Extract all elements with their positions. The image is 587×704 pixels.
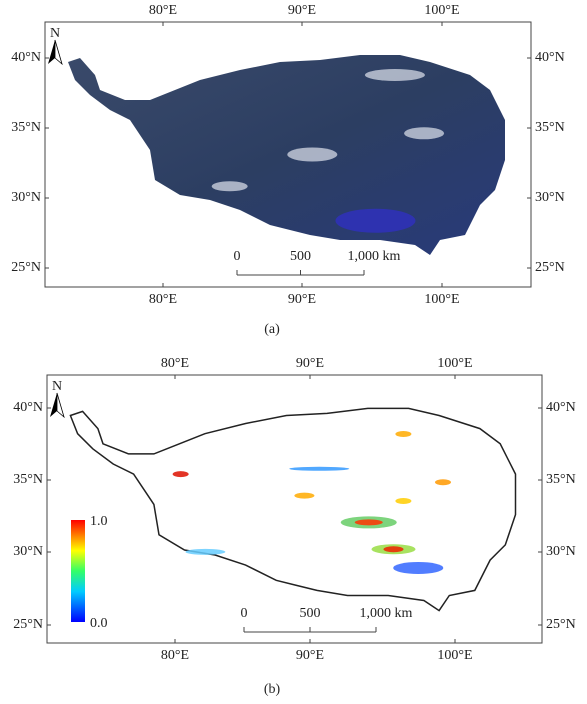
- north-label: N: [50, 26, 60, 41]
- scale-label: 0: [234, 249, 241, 264]
- scale-label: 0: [241, 606, 248, 621]
- cloud: [404, 127, 445, 140]
- x-label-bottom: 80°E: [161, 648, 189, 663]
- legend-min: 0.0: [90, 616, 108, 631]
- plateau: [68, 55, 505, 255]
- legend-max: 1.0: [90, 514, 108, 529]
- north-arrow: [54, 39, 63, 66]
- y-label-left: 40°N: [11, 50, 41, 65]
- y-label-right: 40°N: [535, 50, 565, 65]
- y-label-left: 30°N: [13, 544, 43, 559]
- index-patch: [395, 497, 412, 504]
- y-label-left: 35°N: [13, 472, 43, 487]
- north-arrow: [56, 392, 65, 419]
- y-label-left: 30°N: [11, 190, 41, 205]
- blue-area: [335, 208, 416, 233]
- x-label-top: 100°E: [437, 356, 472, 371]
- map-frame: [46, 374, 543, 644]
- y-label-right: 30°N: [535, 190, 565, 205]
- cloud: [211, 181, 248, 192]
- index-patch: [395, 430, 412, 437]
- x-label-bottom: 100°E: [437, 648, 472, 663]
- scale-label: 500: [300, 606, 321, 621]
- y-label-left: 25°N: [13, 617, 43, 632]
- x-label-bottom: 80°E: [149, 292, 177, 307]
- y-label-left: 40°N: [13, 400, 43, 415]
- y-label-left: 25°N: [11, 260, 41, 275]
- y-label-right: 40°N: [546, 400, 576, 415]
- x-label-bottom: 90°E: [288, 292, 316, 307]
- y-label-right: 35°N: [535, 120, 565, 135]
- caption: (b): [264, 682, 281, 697]
- north-arrow: [50, 393, 57, 417]
- legend-ramp: [71, 520, 85, 622]
- scale-label: 500: [290, 249, 311, 264]
- cloud: [287, 147, 338, 162]
- index-patch: [435, 479, 451, 486]
- map-frame: [44, 21, 532, 288]
- y-label-left: 35°N: [11, 120, 41, 135]
- scale-label: 1,000 km: [348, 249, 401, 264]
- index-patch: [393, 561, 444, 574]
- index-patch: [172, 471, 189, 478]
- cloud: [364, 69, 425, 81]
- index-patch: [289, 466, 350, 471]
- y-label-right: 30°N: [546, 544, 576, 559]
- y-label-right: 25°N: [546, 617, 576, 632]
- index-patch: [185, 548, 226, 555]
- x-label-top: 80°E: [161, 356, 189, 371]
- caption: (a): [264, 322, 280, 337]
- plateau: [69, 407, 517, 612]
- scale-label: 1,000 km: [360, 606, 413, 621]
- x-label-bottom: 90°E: [296, 648, 324, 663]
- index-patch: [354, 519, 383, 526]
- x-label-top: 90°E: [288, 3, 316, 18]
- index-patch: [383, 546, 404, 553]
- north-arrow: [48, 40, 55, 64]
- x-label-top: 90°E: [296, 356, 324, 371]
- x-label-top: 80°E: [149, 3, 177, 18]
- y-label-right: 25°N: [535, 260, 565, 275]
- y-label-right: 35°N: [546, 472, 576, 487]
- x-label-top: 100°E: [424, 3, 459, 18]
- north-label: N: [52, 379, 62, 394]
- index-patch: [294, 492, 315, 499]
- x-label-bottom: 100°E: [424, 292, 459, 307]
